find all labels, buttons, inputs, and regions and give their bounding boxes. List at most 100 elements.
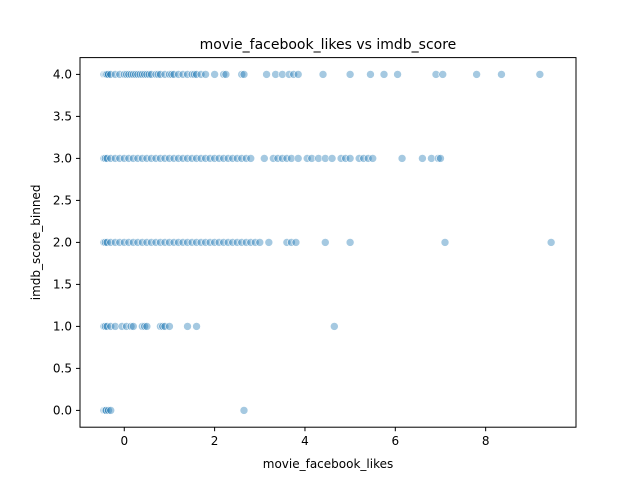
data-point [174,154,183,163]
data-point [289,70,298,79]
data-point [160,322,170,331]
x-axis-label: movie_facebook_likes [263,457,393,471]
data-point [169,154,179,163]
data-point [106,70,116,79]
data-point [133,70,143,79]
data-point [133,238,143,247]
data-point [104,70,113,79]
data-point [196,154,206,163]
data-point [241,154,251,163]
y-tick-label: 0.5 [53,361,72,375]
data-point [302,154,312,163]
data-point [497,70,506,79]
data-point [320,154,330,163]
data-point [153,70,163,79]
data-point [327,154,337,163]
data-point [119,154,129,163]
data-point [142,322,152,331]
data-point [167,70,176,79]
data-point [228,238,237,247]
data-point [160,70,170,79]
data-point [320,238,330,247]
y-axis: 0.0 0.5 1.0 1.5 2.0 2.5 3.0 3.5 4.0 [53,67,80,417]
data-point [379,70,389,79]
data-point [144,70,154,79]
data-point [165,70,174,79]
data-point [219,238,228,247]
data-point [147,238,156,247]
data-point [110,322,120,331]
data-point [214,238,224,247]
data-point [156,70,165,79]
data-point [431,70,441,79]
data-point [110,70,120,79]
data-point [124,154,134,163]
data-point [138,238,147,247]
data-point [436,154,445,163]
x-tick-label: 8 [482,434,490,448]
data-point [359,154,368,163]
data-point [366,70,375,79]
data-point [178,238,188,247]
data-point [196,70,206,79]
data-point [165,154,174,163]
data-point [368,154,378,163]
data-point [345,70,355,79]
y-tick-label: 0.0 [53,403,72,417]
data-point [147,154,156,163]
data-point [135,70,145,79]
data-point [126,70,136,79]
data-point [307,154,317,163]
data-point [440,238,450,247]
data-point [187,154,197,163]
data-point [287,154,296,163]
data-point [142,154,152,163]
data-point [214,154,224,163]
data-point [269,154,278,163]
data-point [205,238,215,247]
data-point [228,154,237,163]
data-point [210,238,219,247]
data-point [117,322,127,331]
data-point [438,70,448,79]
data-point [330,322,339,331]
data-point [189,70,199,79]
data-point [156,238,165,247]
data-point [192,70,201,79]
data-point [140,322,149,331]
data-point [156,322,165,331]
data-point [129,70,138,79]
data-point [151,154,161,163]
data-point [201,238,210,247]
data-point [262,70,271,79]
x-axis: 0 2 4 6 8 [120,427,489,448]
y-tick-label: 1.0 [53,319,72,333]
y-axis-label: imdb_score_binned [29,185,43,301]
data-point [129,154,138,163]
data-point [192,154,201,163]
data-point [158,322,167,331]
data-point [232,154,242,163]
data-point [221,70,231,79]
y-tick-label: 2.0 [53,235,72,249]
y-tick-label: 3.5 [53,109,72,123]
data-point [293,70,303,79]
data-point [106,238,116,247]
data-point [284,70,294,79]
points-layer [99,70,556,415]
data-point [151,70,161,79]
data-point [210,70,219,79]
x-tick-label: 2 [211,434,219,448]
data-point [341,154,350,163]
data-point [535,70,545,79]
data-point [169,238,179,247]
y-tick-label: 3.0 [53,151,72,165]
data-point [115,238,125,247]
data-point [291,238,301,247]
data-point [165,322,174,331]
data-point [124,238,134,247]
data-point [318,70,328,79]
data-point [183,322,192,331]
data-point [201,154,210,163]
data-point [232,238,242,247]
